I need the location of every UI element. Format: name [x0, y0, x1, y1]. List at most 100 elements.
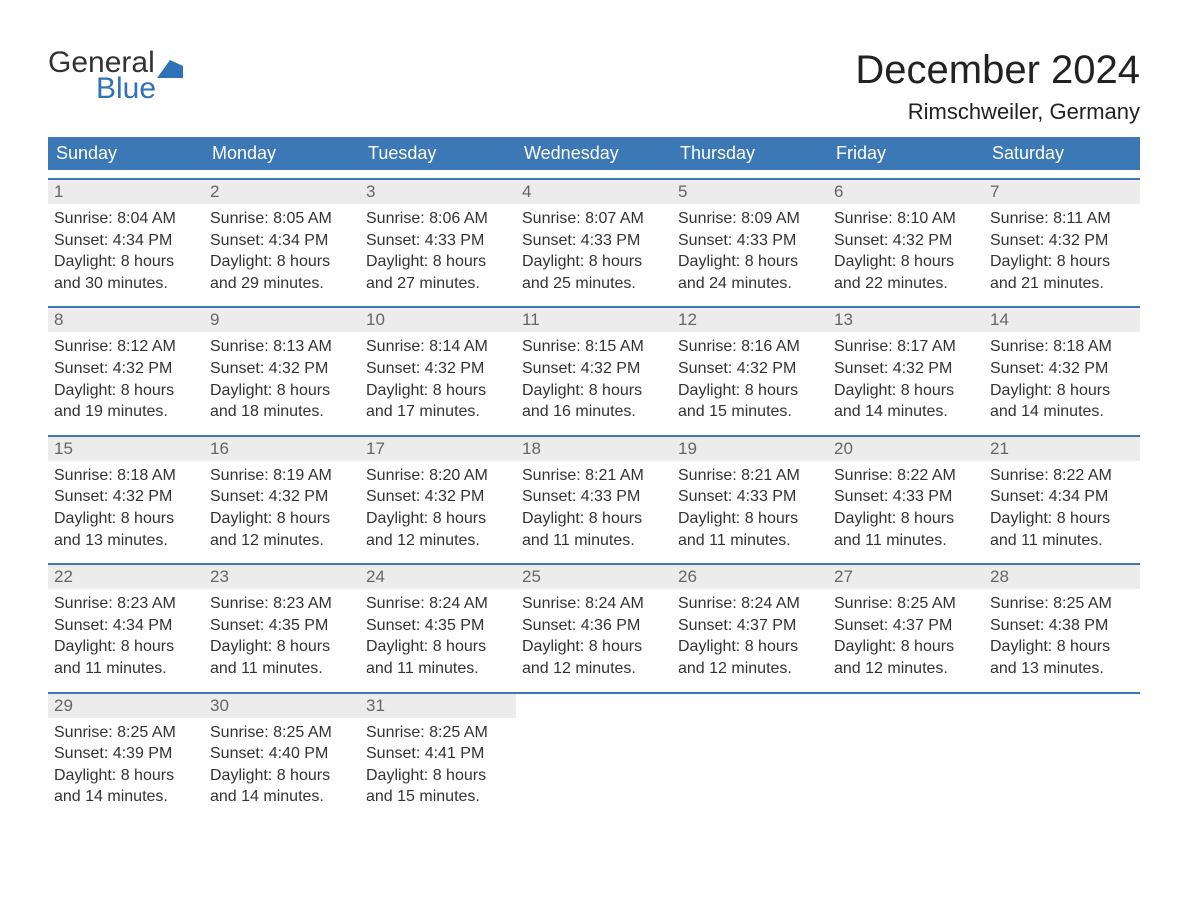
day-number: 15 — [48, 437, 204, 461]
day-cell: 28Sunrise: 8:25 AMSunset: 4:38 PMDayligh… — [984, 565, 1140, 683]
sunrise-line: Sunrise: 8:16 AM — [678, 336, 822, 358]
day-detail: Sunrise: 8:24 AMSunset: 4:35 PMDaylight:… — [360, 589, 516, 683]
sunrise-line: Sunrise: 8:05 AM — [210, 208, 354, 230]
day-number: 16 — [204, 437, 360, 461]
sunset-line: Sunset: 4:33 PM — [522, 486, 666, 508]
day-cell: 17Sunrise: 8:20 AMSunset: 4:32 PMDayligh… — [360, 437, 516, 555]
day-cell: 3Sunrise: 8:06 AMSunset: 4:33 PMDaylight… — [360, 180, 516, 298]
sunset-line: Sunset: 4:33 PM — [522, 230, 666, 252]
sunrise-line: Sunrise: 8:22 AM — [990, 465, 1134, 487]
daylight-line: Daylight: 8 hours and 11 minutes. — [210, 636, 354, 679]
week-row: 8Sunrise: 8:12 AMSunset: 4:32 PMDaylight… — [48, 306, 1140, 426]
day-number: 22 — [48, 565, 204, 589]
sunset-line: Sunset: 4:35 PM — [366, 615, 510, 637]
day-cell: 25Sunrise: 8:24 AMSunset: 4:36 PMDayligh… — [516, 565, 672, 683]
day-cell: 14Sunrise: 8:18 AMSunset: 4:32 PMDayligh… — [984, 308, 1140, 426]
empty-day-cell — [984, 694, 1140, 812]
day-number: 9 — [204, 308, 360, 332]
sunrise-line: Sunrise: 8:25 AM — [834, 593, 978, 615]
day-number: 27 — [828, 565, 984, 589]
day-detail: Sunrise: 8:14 AMSunset: 4:32 PMDaylight:… — [360, 332, 516, 426]
day-detail: Sunrise: 8:24 AMSunset: 4:37 PMDaylight:… — [672, 589, 828, 683]
calendar-header-cell: Saturday — [984, 137, 1140, 170]
daylight-line: Daylight: 8 hours and 25 minutes. — [522, 251, 666, 294]
sunrise-line: Sunrise: 8:12 AM — [54, 336, 198, 358]
daylight-line: Daylight: 8 hours and 14 minutes. — [834, 380, 978, 423]
day-detail: Sunrise: 8:16 AMSunset: 4:32 PMDaylight:… — [672, 332, 828, 426]
day-cell: 4Sunrise: 8:07 AMSunset: 4:33 PMDaylight… — [516, 180, 672, 298]
day-number: 11 — [516, 308, 672, 332]
sunrise-line: Sunrise: 8:25 AM — [54, 722, 198, 744]
sunset-line: Sunset: 4:39 PM — [54, 743, 198, 765]
day-cell: 22Sunrise: 8:23 AMSunset: 4:34 PMDayligh… — [48, 565, 204, 683]
daylight-line: Daylight: 8 hours and 11 minutes. — [834, 508, 978, 551]
daylight-line: Daylight: 8 hours and 16 minutes. — [522, 380, 666, 423]
day-number: 6 — [828, 180, 984, 204]
day-detail: Sunrise: 8:04 AMSunset: 4:34 PMDaylight:… — [48, 204, 204, 298]
day-cell: 15Sunrise: 8:18 AMSunset: 4:32 PMDayligh… — [48, 437, 204, 555]
day-number: 29 — [48, 694, 204, 718]
top-row: General Blue December 2024 Rimschweiler,… — [48, 48, 1140, 125]
day-cell: 19Sunrise: 8:21 AMSunset: 4:33 PMDayligh… — [672, 437, 828, 555]
day-cell: 24Sunrise: 8:24 AMSunset: 4:35 PMDayligh… — [360, 565, 516, 683]
sunrise-line: Sunrise: 8:18 AM — [54, 465, 198, 487]
daylight-line: Daylight: 8 hours and 12 minutes. — [678, 636, 822, 679]
daylight-line: Daylight: 8 hours and 30 minutes. — [54, 251, 198, 294]
sunrise-line: Sunrise: 8:23 AM — [54, 593, 198, 615]
sunset-line: Sunset: 4:32 PM — [678, 358, 822, 380]
sunset-line: Sunset: 4:38 PM — [990, 615, 1134, 637]
day-number: 30 — [204, 694, 360, 718]
day-number: 23 — [204, 565, 360, 589]
sunset-line: Sunset: 4:33 PM — [834, 486, 978, 508]
day-cell: 26Sunrise: 8:24 AMSunset: 4:37 PMDayligh… — [672, 565, 828, 683]
sunset-line: Sunset: 4:32 PM — [366, 358, 510, 380]
day-detail: Sunrise: 8:25 AMSunset: 4:37 PMDaylight:… — [828, 589, 984, 683]
location-label: Rimschweiler, Germany — [855, 99, 1140, 125]
day-detail: Sunrise: 8:13 AMSunset: 4:32 PMDaylight:… — [204, 332, 360, 426]
sunset-line: Sunset: 4:34 PM — [210, 230, 354, 252]
sunrise-line: Sunrise: 8:10 AM — [834, 208, 978, 230]
sunset-line: Sunset: 4:34 PM — [54, 230, 198, 252]
sunset-line: Sunset: 4:32 PM — [54, 358, 198, 380]
day-detail: Sunrise: 8:25 AMSunset: 4:39 PMDaylight:… — [48, 718, 204, 812]
day-number: 10 — [360, 308, 516, 332]
sunset-line: Sunset: 4:32 PM — [210, 486, 354, 508]
day-number: 25 — [516, 565, 672, 589]
sunset-line: Sunset: 4:32 PM — [522, 358, 666, 380]
day-detail: Sunrise: 8:05 AMSunset: 4:34 PMDaylight:… — [204, 204, 360, 298]
sunset-line: Sunset: 4:32 PM — [834, 230, 978, 252]
day-detail: Sunrise: 8:19 AMSunset: 4:32 PMDaylight:… — [204, 461, 360, 555]
day-detail: Sunrise: 8:23 AMSunset: 4:35 PMDaylight:… — [204, 589, 360, 683]
daylight-line: Daylight: 8 hours and 13 minutes. — [990, 636, 1134, 679]
flag-icon — [157, 60, 183, 78]
weeks-container: 1Sunrise: 8:04 AMSunset: 4:34 PMDaylight… — [48, 178, 1140, 812]
logo-word-blue: Blue — [96, 74, 156, 104]
calendar-header-cell: Friday — [828, 137, 984, 170]
calendar-header-cell: Thursday — [672, 137, 828, 170]
day-cell: 5Sunrise: 8:09 AMSunset: 4:33 PMDaylight… — [672, 180, 828, 298]
day-detail: Sunrise: 8:09 AMSunset: 4:33 PMDaylight:… — [672, 204, 828, 298]
day-number: 20 — [828, 437, 984, 461]
empty-day-cell — [828, 694, 984, 812]
day-detail: Sunrise: 8:22 AMSunset: 4:34 PMDaylight:… — [984, 461, 1140, 555]
sunrise-line: Sunrise: 8:07 AM — [522, 208, 666, 230]
daylight-line: Daylight: 8 hours and 15 minutes. — [366, 765, 510, 808]
day-cell: 16Sunrise: 8:19 AMSunset: 4:32 PMDayligh… — [204, 437, 360, 555]
sunset-line: Sunset: 4:33 PM — [366, 230, 510, 252]
day-detail: Sunrise: 8:22 AMSunset: 4:33 PMDaylight:… — [828, 461, 984, 555]
day-cell: 11Sunrise: 8:15 AMSunset: 4:32 PMDayligh… — [516, 308, 672, 426]
day-number: 17 — [360, 437, 516, 461]
daylight-line: Daylight: 8 hours and 24 minutes. — [678, 251, 822, 294]
daylight-line: Daylight: 8 hours and 19 minutes. — [54, 380, 198, 423]
title-block: December 2024 Rimschweiler, Germany — [855, 48, 1140, 125]
day-detail: Sunrise: 8:24 AMSunset: 4:36 PMDaylight:… — [516, 589, 672, 683]
day-number: 12 — [672, 308, 828, 332]
sunrise-line: Sunrise: 8:24 AM — [678, 593, 822, 615]
sunset-line: Sunset: 4:32 PM — [54, 486, 198, 508]
daylight-line: Daylight: 8 hours and 27 minutes. — [366, 251, 510, 294]
daylight-line: Daylight: 8 hours and 12 minutes. — [366, 508, 510, 551]
sunrise-line: Sunrise: 8:09 AM — [678, 208, 822, 230]
empty-day-cell — [516, 694, 672, 812]
sunrise-line: Sunrise: 8:11 AM — [990, 208, 1134, 230]
day-detail: Sunrise: 8:25 AMSunset: 4:38 PMDaylight:… — [984, 589, 1140, 683]
